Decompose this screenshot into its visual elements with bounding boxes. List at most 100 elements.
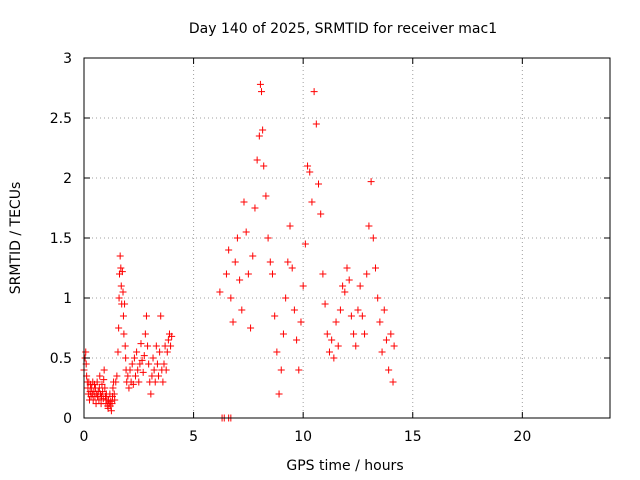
data-point	[135, 378, 143, 386]
y-tick-label: 2.5	[50, 111, 72, 127]
data-point	[350, 330, 358, 338]
data-point	[99, 388, 107, 396]
x-tick-label: 5	[189, 429, 198, 445]
data-point	[273, 348, 281, 356]
data-point	[317, 210, 325, 218]
data-point	[151, 378, 159, 386]
data-point	[242, 228, 250, 236]
x-axis-label: GPS time / hours	[286, 458, 403, 474]
data-point	[321, 300, 329, 308]
data-point	[279, 330, 287, 338]
x-tick-label: 10	[294, 429, 312, 445]
data-point	[116, 252, 124, 260]
data-point	[148, 372, 156, 380]
data-point	[121, 300, 129, 308]
data-point	[334, 342, 342, 350]
data-point	[122, 354, 130, 362]
data-point	[358, 312, 366, 320]
data-point	[229, 318, 237, 326]
data-point	[125, 384, 133, 392]
data-point	[260, 162, 268, 170]
data-point	[138, 356, 146, 364]
data-point	[147, 390, 155, 398]
y-axis-label: SRMTID / TECUs	[8, 182, 24, 295]
data-point	[382, 336, 390, 344]
data-point	[376, 318, 384, 326]
data-point	[380, 306, 388, 314]
data-point	[268, 270, 276, 278]
y-tick-label: 2	[63, 171, 72, 187]
data-point	[251, 204, 259, 212]
data-point	[306, 168, 314, 176]
data-point	[328, 336, 336, 344]
data-point	[100, 376, 108, 384]
data-point	[259, 126, 267, 134]
data-point	[363, 270, 371, 278]
data-point	[118, 268, 126, 276]
data-point	[330, 354, 338, 362]
data-point	[286, 222, 294, 230]
data-point	[361, 330, 369, 338]
data-point	[371, 264, 379, 272]
data-point	[98, 380, 106, 388]
data-point	[139, 368, 147, 376]
y-tick-label: 0	[63, 411, 72, 427]
y-tick-label: 1	[63, 291, 72, 307]
data-point	[110, 390, 118, 398]
data-point	[347, 312, 355, 320]
data-point	[231, 258, 239, 266]
data-point	[157, 312, 165, 320]
data-point	[156, 348, 164, 356]
data-point	[352, 342, 360, 350]
data-point	[385, 366, 393, 374]
data-point	[325, 348, 333, 356]
data-point	[164, 336, 172, 344]
data-point	[109, 384, 117, 392]
data-point	[365, 222, 373, 230]
data-point	[140, 352, 148, 360]
data-point	[271, 312, 279, 320]
points-layer	[80, 80, 398, 422]
data-point	[120, 330, 128, 338]
data-point	[249, 252, 257, 260]
data-point	[356, 282, 364, 290]
data-point	[113, 372, 121, 380]
data-point	[312, 120, 320, 128]
data-point	[315, 180, 323, 188]
data-point	[112, 378, 120, 386]
data-point	[253, 156, 261, 164]
data-point	[111, 396, 119, 404]
data-point	[153, 360, 161, 368]
data-point	[155, 372, 163, 380]
data-point	[323, 330, 331, 338]
data-point	[258, 88, 266, 96]
data-point	[354, 306, 362, 314]
data-point	[262, 192, 270, 200]
data-point	[216, 288, 224, 296]
data-point	[225, 246, 233, 254]
data-point	[128, 360, 136, 368]
y-tick-label: 0.5	[50, 351, 72, 367]
data-point	[288, 264, 296, 272]
data-point	[142, 312, 150, 320]
data-point	[115, 294, 123, 302]
data-point	[341, 288, 349, 296]
data-point	[301, 240, 309, 248]
data-point	[117, 264, 125, 272]
data-point	[144, 342, 152, 350]
data-point	[132, 372, 140, 380]
data-point	[107, 407, 115, 415]
data-point	[282, 294, 290, 302]
data-point	[367, 178, 375, 186]
data-point	[284, 258, 292, 266]
data-point	[275, 390, 283, 398]
data-point	[319, 270, 327, 278]
data-point	[163, 348, 171, 356]
data-point	[233, 234, 241, 242]
data-point	[108, 400, 116, 408]
data-point	[277, 366, 285, 374]
data-point	[149, 354, 157, 362]
data-point	[141, 330, 149, 338]
data-point	[121, 342, 129, 350]
data-point	[387, 330, 395, 338]
